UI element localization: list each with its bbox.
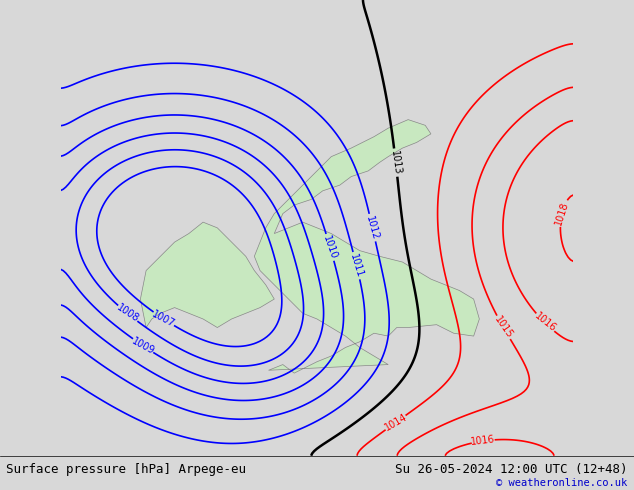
Text: 1008: 1008: [115, 303, 141, 324]
Text: © weatheronline.co.uk: © weatheronline.co.uk: [496, 478, 628, 488]
Text: 1014: 1014: [382, 412, 409, 433]
Text: 1009: 1009: [130, 336, 156, 356]
Text: 1012: 1012: [365, 215, 380, 241]
Text: 1010: 1010: [321, 234, 339, 261]
Text: 1007: 1007: [150, 309, 177, 329]
Text: 1015: 1015: [492, 315, 515, 341]
Polygon shape: [140, 222, 275, 327]
Polygon shape: [254, 120, 479, 373]
Text: 1018: 1018: [553, 200, 571, 226]
Text: 1013: 1013: [389, 150, 403, 175]
Text: Surface pressure [hPa] Arpege-eu: Surface pressure [hPa] Arpege-eu: [6, 463, 247, 476]
Text: Su 26-05-2024 12:00 UTC (12+48): Su 26-05-2024 12:00 UTC (12+48): [395, 463, 628, 476]
Text: 1016: 1016: [533, 311, 558, 334]
Text: 1016: 1016: [470, 435, 496, 447]
Text: 1011: 1011: [348, 252, 365, 279]
